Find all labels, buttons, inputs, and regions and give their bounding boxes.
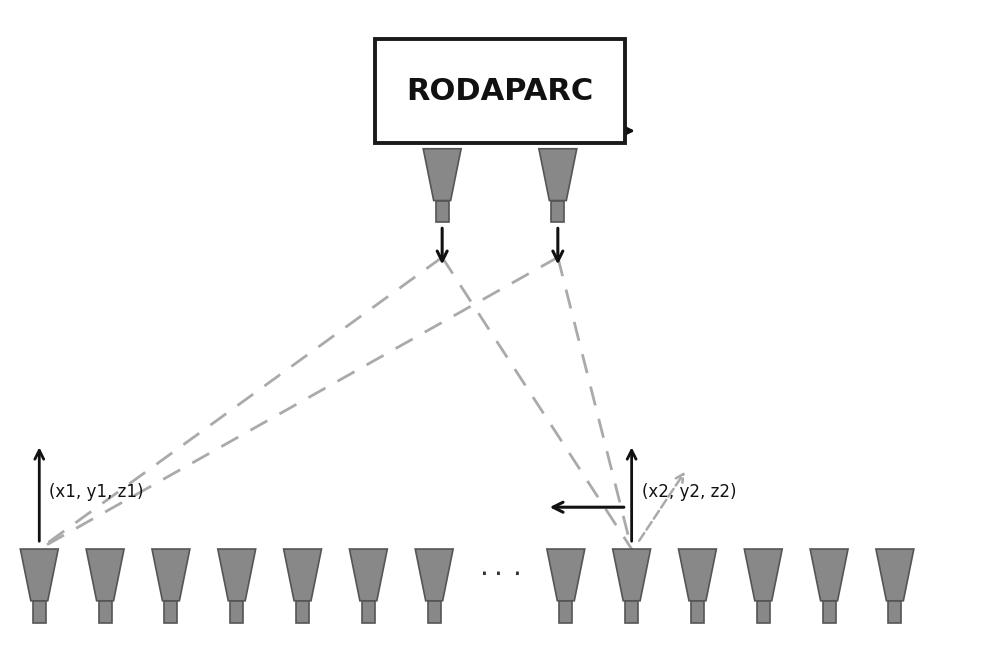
Bar [888, 600, 901, 622]
Text: $\cdot\cdot\cdot$: $\cdot\cdot\cdot$ [479, 560, 521, 588]
Polygon shape [20, 549, 58, 600]
Polygon shape [547, 549, 585, 600]
Text: (x2, y2, z2): (x2, y2, z2) [642, 483, 736, 501]
Polygon shape [539, 149, 577, 201]
Polygon shape [423, 149, 461, 201]
FancyBboxPatch shape [375, 39, 625, 143]
Polygon shape [86, 549, 124, 600]
Text: RODAPARC: RODAPARC [406, 77, 594, 106]
Bar [691, 600, 704, 622]
Polygon shape [218, 549, 256, 600]
Bar [428, 600, 441, 622]
Bar [625, 600, 638, 622]
Bar [33, 600, 46, 622]
Polygon shape [810, 549, 848, 600]
Bar [436, 201, 449, 223]
Polygon shape [744, 549, 782, 600]
Polygon shape [349, 549, 387, 600]
Bar [362, 600, 375, 622]
Bar [823, 600, 836, 622]
Bar [757, 600, 770, 622]
Bar [551, 201, 564, 223]
Bar [296, 600, 309, 622]
Bar [230, 600, 243, 622]
Text: (x1, y1, z1): (x1, y1, z1) [49, 483, 144, 501]
Polygon shape [415, 549, 453, 600]
Polygon shape [613, 549, 651, 600]
Polygon shape [876, 549, 914, 600]
Bar [99, 600, 112, 622]
Polygon shape [284, 549, 321, 600]
Bar [559, 600, 572, 622]
Polygon shape [679, 549, 716, 600]
Polygon shape [152, 549, 190, 600]
Bar [164, 600, 177, 622]
